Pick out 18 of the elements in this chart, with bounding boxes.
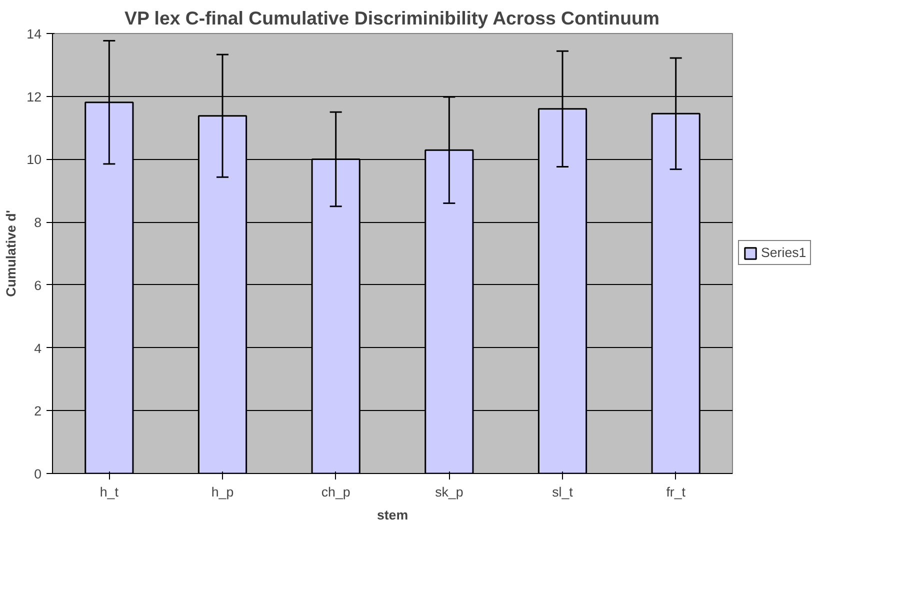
x-tick-label: h_t xyxy=(100,484,119,500)
x-tick-label: fr_t xyxy=(666,484,686,500)
y-tick-label: 10 xyxy=(26,152,42,168)
y-tick-label: 4 xyxy=(34,340,42,356)
y-tick-label: 0 xyxy=(34,466,42,482)
x-tick-label: h_p xyxy=(211,484,234,500)
x-tick-label: sl_t xyxy=(552,484,574,500)
y-tick-label: 6 xyxy=(34,278,42,293)
y-tick-label: 2 xyxy=(34,404,42,419)
x-tick-label: ch_p xyxy=(321,484,350,500)
x-tick-label: sk_p xyxy=(435,484,464,500)
legend-label: Series1 xyxy=(761,245,806,260)
y-axis-title: Cumulative d' xyxy=(4,210,19,297)
y-tick-label: 8 xyxy=(34,215,42,230)
y-tick-label: 14 xyxy=(26,26,42,42)
x-axis-title: stem xyxy=(376,508,408,522)
chart-title: VP lex C-final Cumulative Discriminibility Across Continuum xyxy=(124,8,660,28)
y-tick-label: 12 xyxy=(26,89,42,104)
